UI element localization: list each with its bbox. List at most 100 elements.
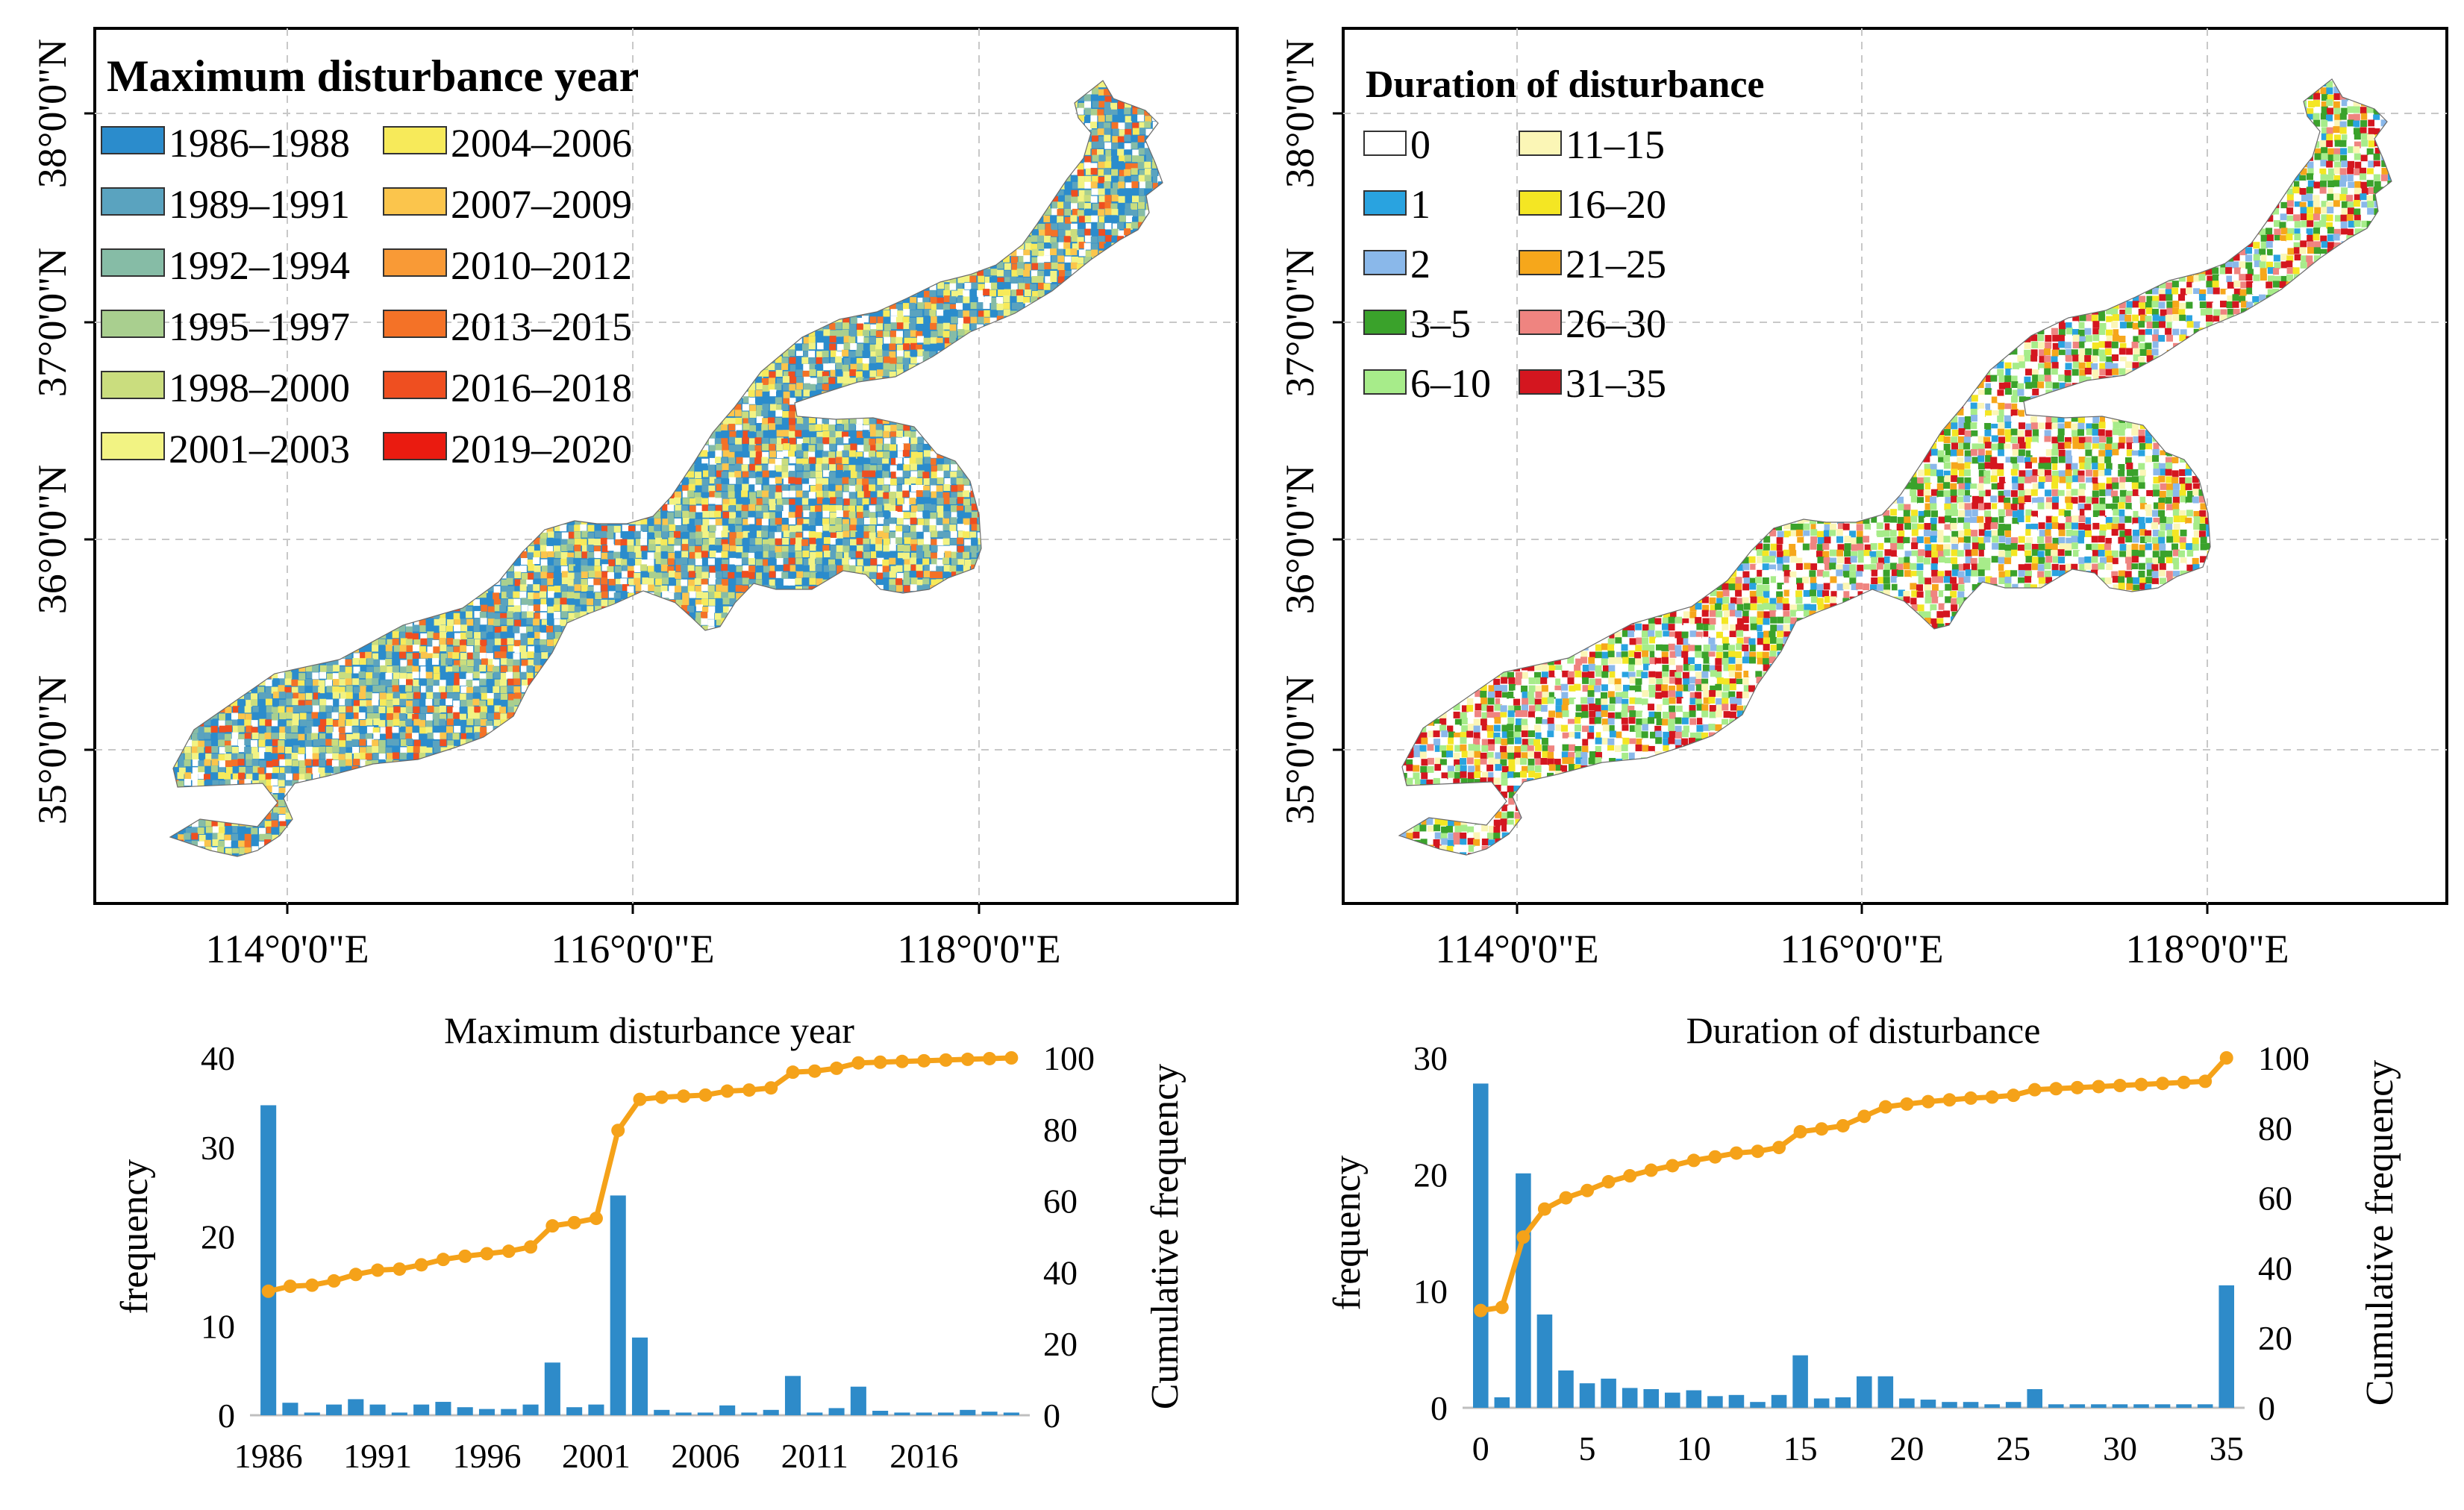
- region-pixel: [1091, 135, 1098, 142]
- region-pixel: [1098, 229, 1106, 236]
- region-pixel: [1151, 169, 1158, 177]
- region-pixel: [1125, 208, 1132, 216]
- region-pixel: [1031, 248, 1039, 256]
- region-pixel: [1125, 122, 1132, 130]
- region-pixel: [930, 297, 937, 304]
- region-pixel: [1098, 154, 1106, 162]
- region-pixel: [937, 282, 945, 289]
- region-pixel: [1023, 269, 1031, 277]
- region-pixel: [1043, 283, 1051, 290]
- region-pixel: [1104, 95, 1112, 103]
- region-pixel: [1091, 148, 1098, 156]
- region-pixel: [1111, 209, 1119, 216]
- region-pixel: [1152, 176, 1160, 184]
- region-pixel: [1011, 269, 1019, 277]
- region-pixel: [1077, 228, 1084, 236]
- region-pixel: [1044, 248, 1051, 256]
- region-pixel: [1031, 235, 1038, 242]
- region-pixel: [1104, 195, 1112, 202]
- region-pixel: [1131, 136, 1139, 143]
- region-pixel: [1110, 149, 1118, 157]
- region-pixel: [1157, 176, 1163, 184]
- region-pixel: [1077, 169, 1084, 177]
- region-pixel: [1090, 94, 1098, 101]
- region-pixel: [990, 269, 998, 276]
- region-pixel: [1045, 223, 1052, 231]
- region-pixel: [964, 283, 972, 290]
- region-pixel: [1118, 181, 1125, 189]
- region-pixel: [1098, 115, 1105, 122]
- region-pixel: [1077, 263, 1084, 271]
- region-pixel: [1010, 276, 1017, 283]
- region-pixel: [956, 283, 963, 290]
- region-pixel: [1078, 223, 1085, 231]
- region-pixel: [1058, 269, 1066, 277]
- region-pixel: [989, 289, 997, 297]
- region-pixel: [1092, 101, 1099, 108]
- region-pixel: [1036, 276, 1044, 283]
- region-pixel: [1077, 107, 1084, 115]
- region-pixel: [1144, 121, 1151, 128]
- region-pixel: [1084, 257, 1092, 264]
- region-pixel: [1139, 189, 1146, 196]
- region-pixel: [1072, 243, 1079, 251]
- region-pixel: [1104, 216, 1111, 224]
- region-pixel: [1137, 155, 1145, 163]
- region-pixel: [1018, 283, 1025, 290]
- region-pixel: [1063, 223, 1071, 231]
- region-pixel: [1105, 229, 1113, 236]
- region-pixel: [957, 296, 964, 304]
- region-pixel: [1097, 141, 1104, 148]
- region-pixel: [1097, 109, 1104, 116]
- region-pixel: [1105, 235, 1113, 242]
- region-pixel: [1071, 189, 1078, 197]
- region-pixel: [1031, 257, 1039, 264]
- region-pixel: [1145, 116, 1152, 123]
- region-pixel: [1043, 255, 1051, 263]
- region-pixel: [1092, 203, 1099, 210]
- region-pixel: [1037, 289, 1045, 297]
- region-pixel: [1139, 122, 1146, 129]
- region-pixel: [1125, 215, 1133, 222]
- region-pixel: [1117, 222, 1125, 230]
- region-pixel: [1071, 168, 1078, 175]
- region-pixel: [1097, 128, 1104, 136]
- region-pixel: [1105, 189, 1113, 196]
- region-pixel: [1070, 215, 1078, 222]
- region-pixel: [997, 277, 1004, 284]
- region-pixel: [1098, 201, 1106, 209]
- region-pixel: [1112, 136, 1119, 143]
- region-pixel: [1024, 289, 1031, 297]
- region-pixel: [1132, 128, 1139, 135]
- region-pixel: [1131, 168, 1138, 175]
- region-pixel: [1131, 188, 1139, 195]
- region-pixel: [998, 289, 1005, 297]
- region-pixel: [1125, 182, 1133, 189]
- region-pixel: [1124, 154, 1131, 162]
- region-pixel: [1064, 208, 1072, 216]
- region-pixel: [996, 297, 1004, 304]
- region-pixel: [1050, 270, 1057, 278]
- region-pixel: [1050, 283, 1057, 291]
- region-pixel: [1058, 229, 1066, 236]
- region-pixel: [1111, 228, 1119, 236]
- region-pixel: [1051, 255, 1059, 263]
- region-pixel: [1144, 169, 1151, 176]
- region-pixel: [1025, 242, 1032, 250]
- region-pixel: [1124, 142, 1131, 150]
- region-pixel: [1131, 114, 1138, 122]
- region-pixel: [1084, 203, 1092, 210]
- region-pixel: [1098, 242, 1106, 249]
- region-pixel: [1090, 168, 1098, 175]
- region-pixel: [1063, 242, 1071, 249]
- region-pixel: [1091, 243, 1098, 251]
- region-pixel: [1112, 182, 1119, 189]
- region-pixel: [1004, 282, 1011, 289]
- region-pixel: [989, 277, 997, 284]
- region-pixel: [1084, 107, 1092, 115]
- region-pixel: [1139, 169, 1146, 177]
- region-pixel: [1104, 243, 1111, 251]
- region-pixel: [1125, 128, 1132, 136]
- region-pixel: [1084, 122, 1092, 130]
- region-pixel: [1131, 175, 1138, 183]
